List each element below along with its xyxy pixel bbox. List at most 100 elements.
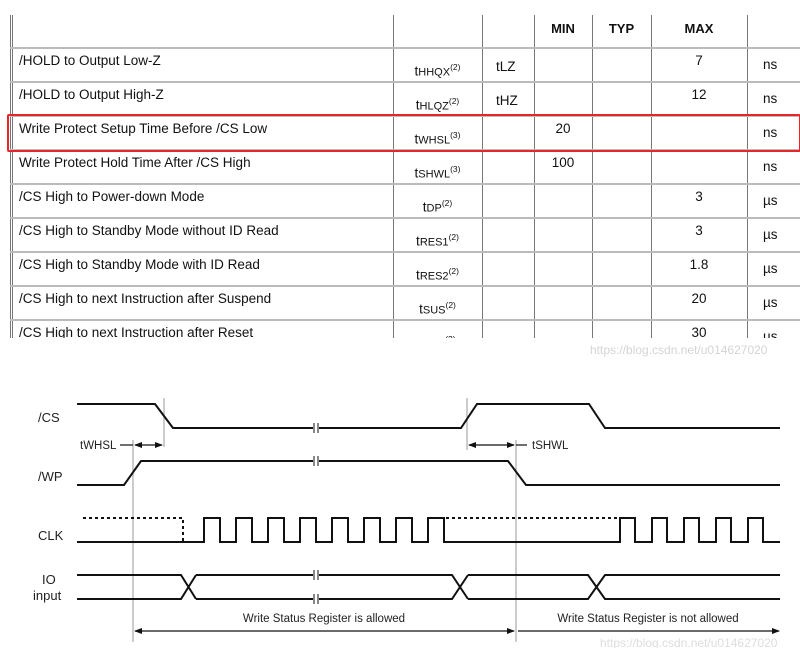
- clk-dont-care: [83, 517, 620, 542]
- parameter-cell: /CS High to Standby Mode without ID Read: [19, 223, 279, 238]
- symbol-t: t: [416, 267, 420, 283]
- parameter-cell: /CS High to next Instruction after Suspe…: [19, 291, 272, 306]
- column-header: TYP: [608, 21, 635, 36]
- column-header: MAX: [684, 21, 714, 36]
- column-divider: [651, 15, 652, 338]
- alt-symbol-cell: tLZ: [496, 59, 516, 74]
- symbol-cell: tDP(2): [393, 186, 482, 220]
- min-cell: 100: [551, 155, 575, 170]
- symbol-t: t: [414, 63, 419, 79]
- parameter-cell: /CS High to Power-down Mode: [19, 189, 205, 204]
- symbol-cell: tSHWL(3): [393, 152, 482, 186]
- symbol-cell: tRST(2): [393, 322, 482, 338]
- symbol-cell: tRES1(2): [393, 220, 482, 254]
- watermark-diagram: https://blog.csdn.net/u014627020: [600, 636, 778, 648]
- symbol-note: (3): [450, 164, 461, 174]
- row-divider: [10, 81, 800, 83]
- io-input-label: input: [33, 588, 62, 603]
- unit-cell: ns: [763, 57, 778, 72]
- max-cell: 20: [691, 291, 707, 306]
- tshwl-label: tSHWL: [532, 440, 569, 452]
- column-divider: [592, 15, 593, 338]
- min-cell: 20: [555, 121, 571, 136]
- unit-cell: ns: [763, 91, 778, 106]
- column-divider: [534, 15, 535, 338]
- symbol-t: t: [414, 165, 419, 181]
- symbol-note: (2): [445, 334, 455, 338]
- row-divider: [10, 217, 800, 219]
- io-waveform: [77, 574, 780, 600]
- symbol-subscript: HHQX: [418, 66, 451, 79]
- timing-parameters-table: MIN TYP MAX/HOLD to Output Low-Z tHHQX(2) tL…: [7, 15, 800, 338]
- symbol-subscript: DP: [426, 202, 442, 215]
- column-divider: [747, 15, 748, 338]
- unit-cell: µs: [763, 329, 778, 338]
- twhsl-label: tWHSL: [80, 440, 117, 452]
- column-divider: [10, 15, 11, 338]
- unit-cell: µs: [763, 261, 778, 276]
- parameter-cell: /CS High to Standby Mode with ID Read: [19, 257, 260, 272]
- parameter-cell: /HOLD to Output Low-Z: [19, 53, 161, 68]
- column-header: MIN: [551, 21, 575, 36]
- symbol-subscript: WHSL: [418, 134, 451, 147]
- symbol-note: (3): [450, 130, 461, 140]
- watermark: https://blog.csdn.net/u014627020: [590, 343, 768, 357]
- unit-cell: ns: [763, 159, 778, 174]
- symbol-subscript: RES1: [419, 236, 449, 249]
- max-cell: 7: [695, 53, 703, 68]
- symbol-t: t: [419, 336, 423, 339]
- reference-lines: [132, 398, 517, 642]
- unit-cell: µs: [763, 193, 778, 208]
- symbol-subscript: HLQZ: [419, 100, 449, 113]
- symbol-t: t: [416, 233, 420, 249]
- parameter-cell: /CS High to next Instruction after Reset: [19, 325, 254, 338]
- unit-cell: µs: [763, 227, 778, 242]
- symbol-cell: tWHSL(3): [393, 118, 482, 152]
- symbol-subscript: SUS: [422, 304, 446, 317]
- symbol-subscript: RES2: [419, 270, 449, 283]
- not-allowed-label: Write Status Register is not allowed: [557, 613, 738, 625]
- symbol-note: (2): [448, 96, 460, 106]
- row-divider: [10, 47, 800, 49]
- allowed-label: Write Status Register is allowed: [243, 613, 405, 625]
- cs-waveform: [77, 403, 780, 429]
- symbol-cell: tRES2(2): [393, 254, 482, 288]
- clk-waveform: [77, 517, 780, 543]
- parameter-cell: Write Protect Hold Time After /CS High: [19, 155, 251, 170]
- row-divider: [10, 183, 800, 185]
- symbol-cell: tHLQZ(2): [393, 84, 482, 118]
- parameter-cell: Write Protect Setup Time Before /CS Low: [19, 121, 268, 136]
- column-divider: [12, 15, 13, 338]
- symbol-t: t: [419, 301, 423, 317]
- row-divider: [10, 115, 800, 117]
- symbol-note: (2): [445, 300, 456, 310]
- row-divider: [10, 285, 800, 287]
- max-cell: 12: [691, 87, 707, 102]
- symbol-note: (2): [448, 232, 459, 242]
- symbol-cell: tHHQX(2): [393, 50, 482, 84]
- symbol-t: t: [415, 97, 420, 113]
- symbol-note: (2): [441, 198, 453, 208]
- row-divider: [10, 319, 800, 321]
- unit-cell: µs: [763, 295, 778, 310]
- symbol-note: (2): [450, 62, 461, 72]
- wp-waveform: [77, 460, 780, 486]
- column-divider: [393, 15, 394, 338]
- parameter-cell: /HOLD to Output High-Z: [19, 87, 164, 102]
- cs-label: /CS: [38, 410, 60, 425]
- wp-label: /WP: [38, 469, 63, 484]
- row-divider: [10, 251, 800, 253]
- max-cell: 3: [695, 223, 703, 238]
- io-label: IO: [42, 572, 56, 587]
- clk-label: CLK: [38, 528, 64, 543]
- alt-symbol-cell: tHZ: [496, 93, 518, 108]
- max-cell: 1.8: [689, 257, 709, 272]
- symbol-subscript: SHWL: [418, 168, 451, 181]
- symbol-cell: tSUS(2): [393, 288, 482, 322]
- column-divider: [482, 15, 483, 338]
- symbol-note: (2): [448, 266, 459, 276]
- break-marks: [313, 423, 319, 604]
- unit-cell: ns: [763, 125, 778, 140]
- max-cell: 3: [695, 189, 703, 204]
